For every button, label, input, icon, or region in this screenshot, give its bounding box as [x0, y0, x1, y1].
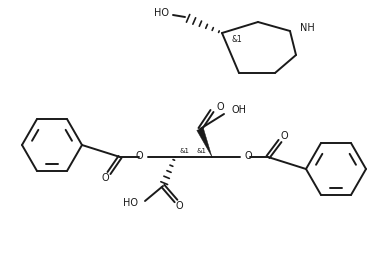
- Text: HO: HO: [154, 8, 169, 18]
- Text: &1: &1: [197, 148, 207, 154]
- Text: HO: HO: [123, 198, 138, 208]
- Text: O: O: [245, 151, 252, 161]
- Text: O: O: [217, 102, 224, 112]
- Text: NH: NH: [300, 23, 315, 33]
- Polygon shape: [197, 128, 212, 157]
- Text: O: O: [101, 173, 109, 183]
- Text: O: O: [175, 201, 183, 211]
- Text: &1: &1: [180, 148, 190, 154]
- Text: OH: OH: [232, 105, 247, 115]
- Text: O: O: [280, 131, 288, 141]
- Text: O: O: [135, 151, 143, 161]
- Text: &1: &1: [232, 36, 243, 44]
